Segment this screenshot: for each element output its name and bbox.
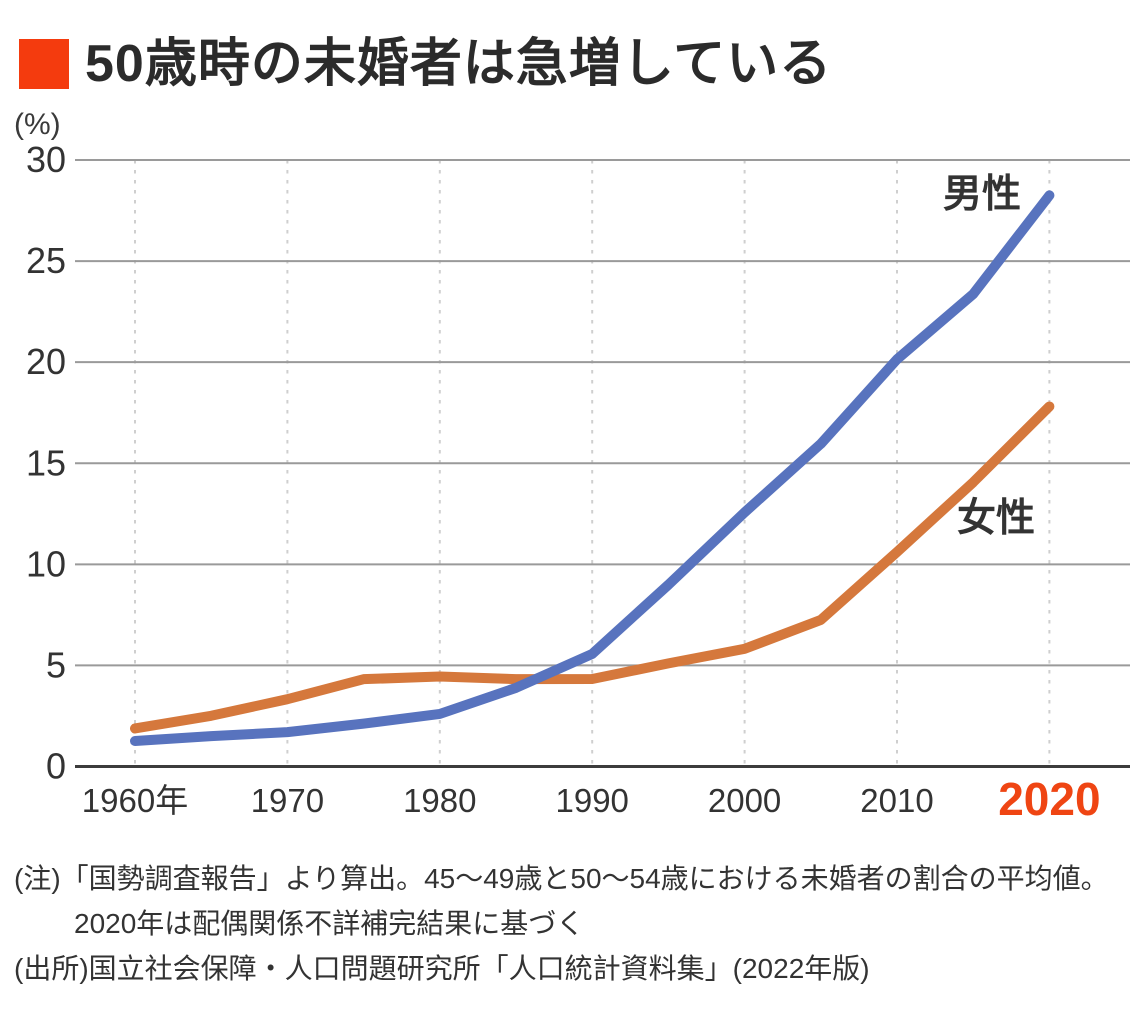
x-tick-label: 1980 [403,782,476,819]
note-line-2: 2020年は配偶関係不詳補完結果に基づく [74,908,585,939]
y-axis-unit-label: (%) [14,108,61,141]
series-line-male [130,190,1055,747]
x-tick-label: 2000 [708,782,781,819]
x-tick-label: 2020 [998,773,1100,825]
note-line-1: (注)「国勢調査報告」より算出。45～49歳と50～54歳における未婚者の割合の… [14,863,1109,894]
y-tick-label: 30 [26,139,66,180]
series-label-female: 女性 [957,497,1035,540]
series-line-female [130,401,1055,734]
x-tick-label: 2010 [860,782,933,819]
series-label-male: 男性 [943,173,1021,216]
x-tick-label: 1960年 [82,782,188,819]
chart-title: 50歳時の未婚者は急増している [85,35,833,93]
y-tick-label: 0 [46,746,66,787]
x-tick-label: 1990 [555,782,628,819]
y-tick-label: 10 [26,543,66,584]
chart-notes: (注)「国勢調査報告」より算出。45～49歳と50～54歳における未婚者の割合の… [14,856,1132,991]
title-marker-icon [19,39,69,89]
y-tick-label: 25 [26,240,66,281]
source-line: (出所)国立社会保障・人口問題研究所「人口統計資料集」(2022年版) [14,953,870,984]
chart-header: 50歳時の未婚者は急増している [19,36,832,92]
y-tick-label: 5 [46,644,66,685]
y-tick-label: 20 [26,341,66,382]
y-tick-label: 15 [26,442,66,483]
x-tick-label: 1970 [251,782,324,819]
